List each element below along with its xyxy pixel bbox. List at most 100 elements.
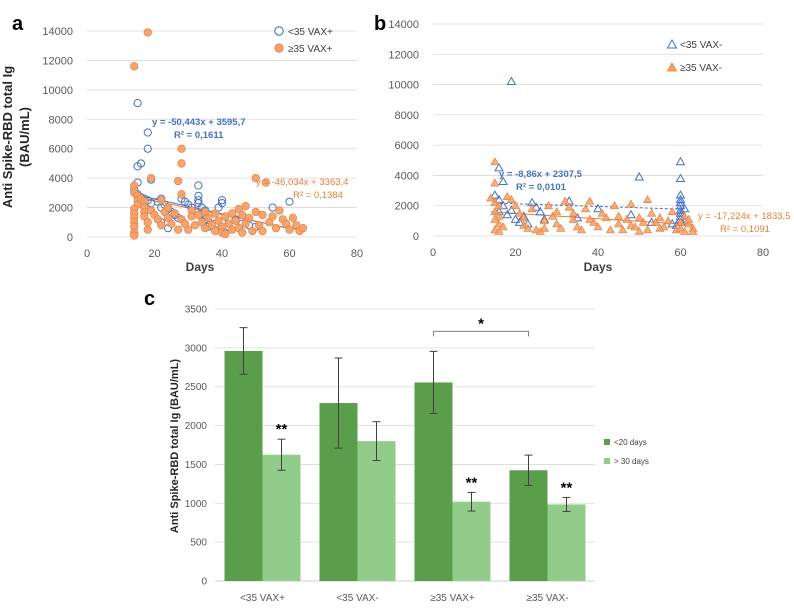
data-point [258,226,267,236]
x-tick-label: 60 [674,247,686,259]
data-point [634,171,645,181]
data-point [667,207,677,216]
data-point [506,194,516,204]
legend-filled-triangle-icon [666,62,678,72]
data-point [494,162,504,172]
data-point [576,225,587,234]
y-tick-label: 500 [190,538,207,549]
data-point [626,199,636,208]
data-point [490,197,500,207]
panel-b-legend-1: <35 VAX- [680,40,722,51]
data-point [502,191,512,200]
data-point [601,213,611,222]
y-tick-label: 6000 [49,144,73,156]
data-point [200,224,210,233]
data-point [630,222,640,231]
bar [452,501,491,581]
data-point [221,229,230,239]
panel-c: c Anti Spike-RBD total Ig (BAU/mL) 0 500 1… [144,288,649,604]
panel-c-error-bars [239,327,571,512]
legend-open-circle-icon [274,26,284,36]
data-point [133,99,142,108]
data-point [655,213,665,222]
data-point [173,225,183,234]
x-tick-label: 20 [509,247,521,259]
panel-b-y-tick-labels: 0 2000 4000 6000 8000 10000 12000 14000 [388,19,419,243]
panel-a-points [130,28,308,240]
y-tick-label: 4000 [395,170,419,182]
data-point [251,173,260,183]
y-tick-label: 12000 [42,55,73,67]
data-point [531,202,541,211]
data-point [593,203,603,213]
y-tick-label: 3000 [185,343,208,354]
panel-b: b 0 2000 4000 6000 8000 10000 12000 14000 0 20 40… [374,13,790,274]
data-point [609,201,620,210]
y-tick-label: 1000 [185,499,208,510]
panel-c-category-labels: <35 VAX+ <35 VAX- ≥35 VAX+ ≥35 VAX- [240,593,568,604]
y-tick-label: 10000 [388,80,419,92]
panel-c-letter: c [144,288,155,310]
category-label: ≥35 VAX+ [430,593,475,604]
significance-star: * [478,315,484,332]
data-point [258,210,267,220]
data-point [618,225,628,234]
data-point [157,196,166,205]
data-point [498,222,508,231]
data-point [194,196,203,205]
category-label: <35 VAX- [336,593,378,604]
y-tick-label: 2000 [395,201,419,213]
bar [262,454,301,581]
panel-a-letter: a [12,13,24,35]
data-point [227,209,237,218]
data-point [248,226,257,236]
panel-b-eq1: y = -8,86x + 2307,5 [499,169,583,180]
data-point [597,208,607,217]
data-point [238,210,247,220]
data-point [271,224,281,233]
data-point [268,203,277,212]
panel-a-legend-1: <35 VAX+ [288,27,333,38]
panel-a-ylabel-line1: Anti Spike-RBD total Ig [0,66,15,208]
data-point [486,193,496,202]
data-point [572,222,582,231]
data-point [642,194,653,204]
data-point [261,178,271,187]
data-point [173,176,183,186]
panel-b-x-tick-labels: 0 20 40 60 80 [430,247,769,259]
data-point [241,201,250,211]
data-point [143,28,152,37]
data-point [568,214,578,223]
panel-b-points [486,76,698,235]
data-point [288,213,298,223]
data-point [680,211,690,220]
data-point [194,181,203,190]
x-tick-label: 80 [351,248,363,260]
panel-a-x-tick-labels: 0 20 40 60 80 [84,248,363,260]
legend-filled-circle-icon [274,43,284,53]
panel-b-letter: b [374,13,386,35]
significance-bracket [433,330,529,337]
y-tick-label: 10000 [42,85,73,97]
data-point [675,194,686,204]
data-point [552,219,562,228]
data-point [684,219,694,228]
data-point [177,159,186,168]
x-tick-label: 40 [592,247,604,259]
data-point [568,208,578,217]
data-point [227,225,237,234]
data-point [614,219,624,228]
data-point [589,217,599,226]
data-point [535,206,546,216]
legend-open-triangle-icon [666,38,678,49]
data-point [634,213,644,222]
data-point [211,209,220,218]
data-point [167,219,176,228]
data-point [490,178,500,187]
x-tick-label: 20 [148,248,160,260]
panel-a-eq2: y = -46,034x + 3363,4 [256,177,348,188]
data-point [204,213,213,223]
panel-c-legend-1: <20 days [614,438,647,447]
data-point [498,176,508,185]
data-point [663,216,673,225]
